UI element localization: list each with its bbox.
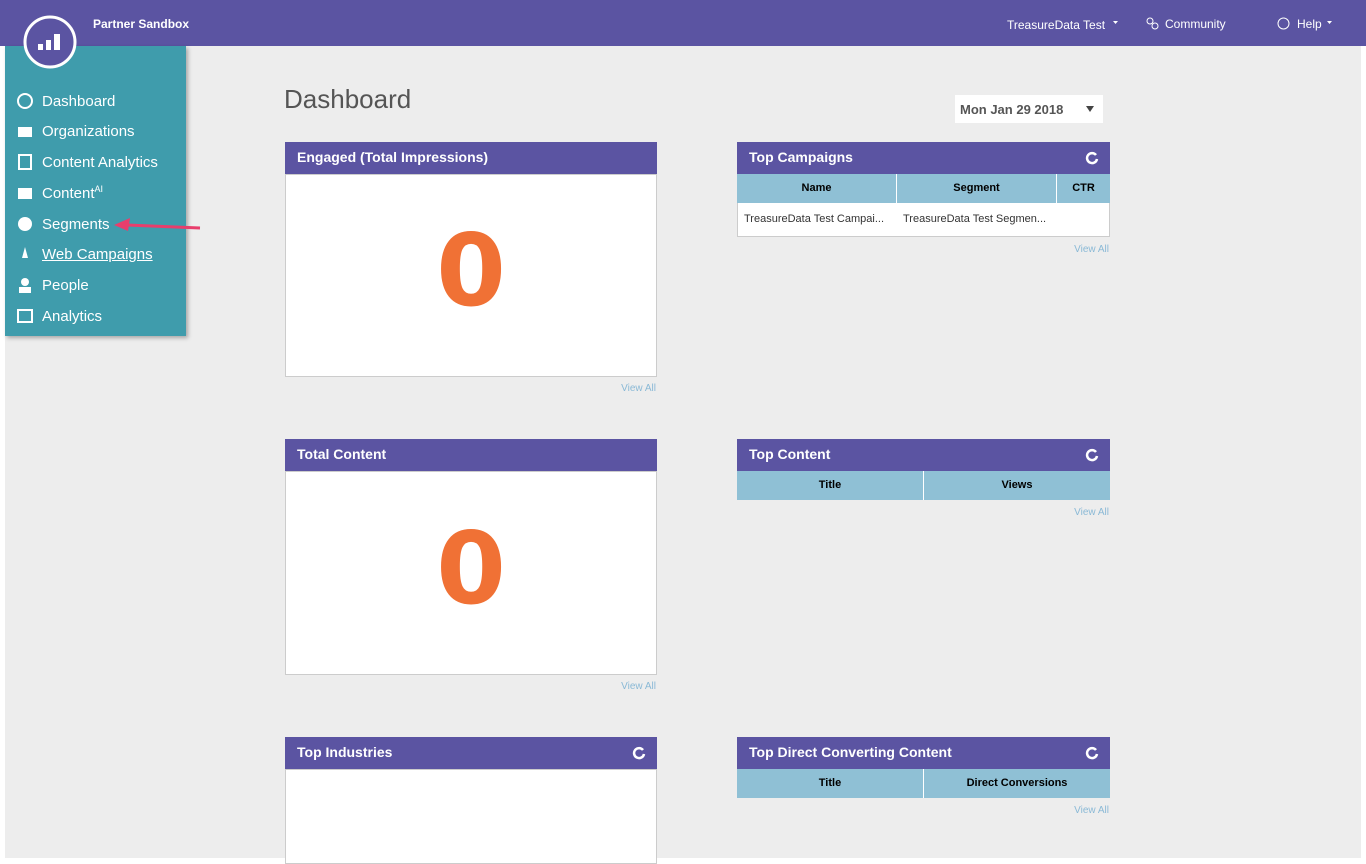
nav-item[interactable]: Organizations (17, 120, 135, 142)
nav-text: Content (42, 185, 95, 202)
nav-item[interactable]: ContentAI (17, 182, 103, 204)
page-title: Dashboard (284, 84, 412, 114)
nav-item[interactable]: Analytics (17, 305, 102, 327)
caret (1327, 21, 1332, 24)
column-header: Name (737, 174, 897, 203)
column-header: CTR (1057, 174, 1110, 203)
icon (17, 309, 33, 323)
refresh-icon[interactable] (1085, 448, 1099, 462)
column-header: Segment (897, 174, 1057, 203)
table-cell: TreasureData Test Campai... (744, 213, 885, 225)
refresh-icon[interactable] (1085, 151, 1099, 165)
metric-value: 0 (436, 510, 506, 627)
user-menu[interactable]: TreasureData Test (1007, 18, 1106, 32)
widget-body (285, 471, 657, 675)
nav-label: Dashboard (42, 92, 116, 110)
workspace-name[interactable]: Partner Sandbox (93, 17, 190, 31)
column-header: Title (737, 471, 924, 500)
sidebar: Dashboard Organizations Content Analytic… (5, 46, 186, 336)
caret (1086, 106, 1094, 112)
view-all[interactable]: View All (621, 681, 656, 692)
help-link[interactable]: Help (1297, 17, 1322, 31)
column-header: Views (924, 471, 1110, 500)
nav-label: Segments (42, 215, 110, 233)
date-text: Mon Jan 29 2018 (960, 102, 1064, 117)
view-all[interactable]: View All (1074, 805, 1109, 816)
annotation-arrow (114, 218, 201, 231)
icon (19, 278, 31, 293)
column-header: Direct Conversions (924, 769, 1110, 798)
view-all[interactable]: View All (1074, 244, 1109, 255)
table-cell: TreasureData Test Segmen... (903, 213, 1047, 225)
main-area (5, 46, 1361, 858)
help-icon (1277, 17, 1290, 30)
superscript: AI (94, 184, 104, 194)
widget-header: Engaged (Total Impressions) (285, 142, 657, 174)
column-header: Title (737, 769, 924, 798)
community-icon (1146, 17, 1159, 30)
icon (18, 127, 32, 137)
refresh-icon[interactable] (632, 746, 646, 760)
top-bar: Partner Sandbox TreasureData Test Commun… (0, 0, 1366, 46)
widget-header: Total Content (285, 439, 657, 471)
nav-item[interactable]: Content Analytics (17, 151, 158, 173)
widget-header: Top Campaigns (737, 142, 1110, 174)
logo[interactable] (22, 14, 78, 70)
icon (17, 93, 33, 109)
community-link[interactable]: Community (1165, 17, 1226, 31)
widget-header: Top Content (737, 439, 1110, 471)
icon (22, 247, 28, 258)
nav-label: People (42, 276, 89, 294)
widget-header: Top Industries (285, 737, 657, 769)
nav-item[interactable]: People (17, 274, 89, 296)
widget-body (285, 174, 657, 377)
nav-label: Analytics (42, 307, 103, 325)
nav-label: Content Analytics (42, 153, 158, 171)
icon (18, 154, 32, 170)
icon (18, 217, 32, 231)
nav-item[interactable]: Segments (17, 213, 110, 235)
icon (18, 188, 32, 199)
nav-label: Organizations (42, 122, 135, 140)
nav-item[interactable]: Web Campaigns (17, 243, 153, 265)
view-all[interactable]: View All (621, 383, 656, 394)
view-all[interactable]: View All (1074, 507, 1109, 518)
table-row (737, 203, 1110, 237)
date-select[interactable]: Mon Jan 29 2018 (955, 95, 1103, 123)
widget-body (285, 769, 657, 864)
refresh-icon[interactable] (1085, 746, 1099, 760)
nav-label: Web Campaigns (42, 245, 153, 263)
metric-value: 0 (436, 212, 506, 329)
widget-header: Top Direct Converting Content (737, 737, 1110, 769)
nav-item[interactable]: Dashboard (17, 90, 115, 112)
nav-label: ContentAI (42, 184, 103, 202)
caret (1113, 21, 1118, 24)
